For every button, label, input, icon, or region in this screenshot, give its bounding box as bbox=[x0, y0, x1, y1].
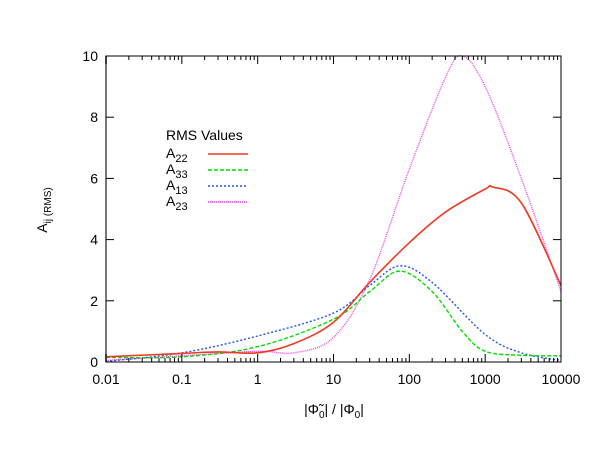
x-tick-label: 100 bbox=[398, 371, 422, 387]
plot-curves bbox=[105, 55, 562, 363]
y-tick-label: 2 bbox=[90, 293, 98, 309]
y-tick-label: 6 bbox=[90, 170, 98, 186]
y-tick-label: 0 bbox=[90, 354, 98, 370]
series-A13 bbox=[105, 265, 562, 363]
series-A33 bbox=[105, 270, 562, 359]
y-tick-label: 8 bbox=[90, 109, 98, 125]
legend-label-A13: A13 bbox=[166, 177, 188, 197]
x-tick-label: 0.1 bbox=[172, 371, 192, 387]
x-tick-label: 1000 bbox=[470, 371, 501, 387]
legend-title: RMS Values bbox=[166, 127, 243, 143]
y-axis-title: Aij (RMS) bbox=[34, 187, 54, 232]
x-tick-label: 10 bbox=[326, 371, 342, 387]
plot-frame bbox=[105, 55, 562, 363]
legend-label-A22: A22 bbox=[166, 145, 188, 165]
x-axis-title: |Φ̃0| / |Φ0| bbox=[304, 401, 364, 421]
x-axis-ticks: 0.01 0.1 1 10 100 1000 10000 bbox=[92, 56, 581, 387]
series-A22 bbox=[105, 184, 562, 358]
x-tick-label: 1 bbox=[254, 371, 262, 387]
legend-label-A23: A23 bbox=[166, 193, 188, 213]
x-tick-label: 10000 bbox=[542, 371, 581, 387]
legend-label-A33: A33 bbox=[166, 161, 188, 181]
y-tick-label: 10 bbox=[82, 48, 98, 64]
x-tick-label: 0.01 bbox=[92, 371, 119, 387]
y-tick-label: 4 bbox=[90, 232, 98, 248]
series-A23 bbox=[105, 55, 562, 362]
y-axis-ticks: 0 2 4 6 8 10 bbox=[82, 48, 561, 370]
